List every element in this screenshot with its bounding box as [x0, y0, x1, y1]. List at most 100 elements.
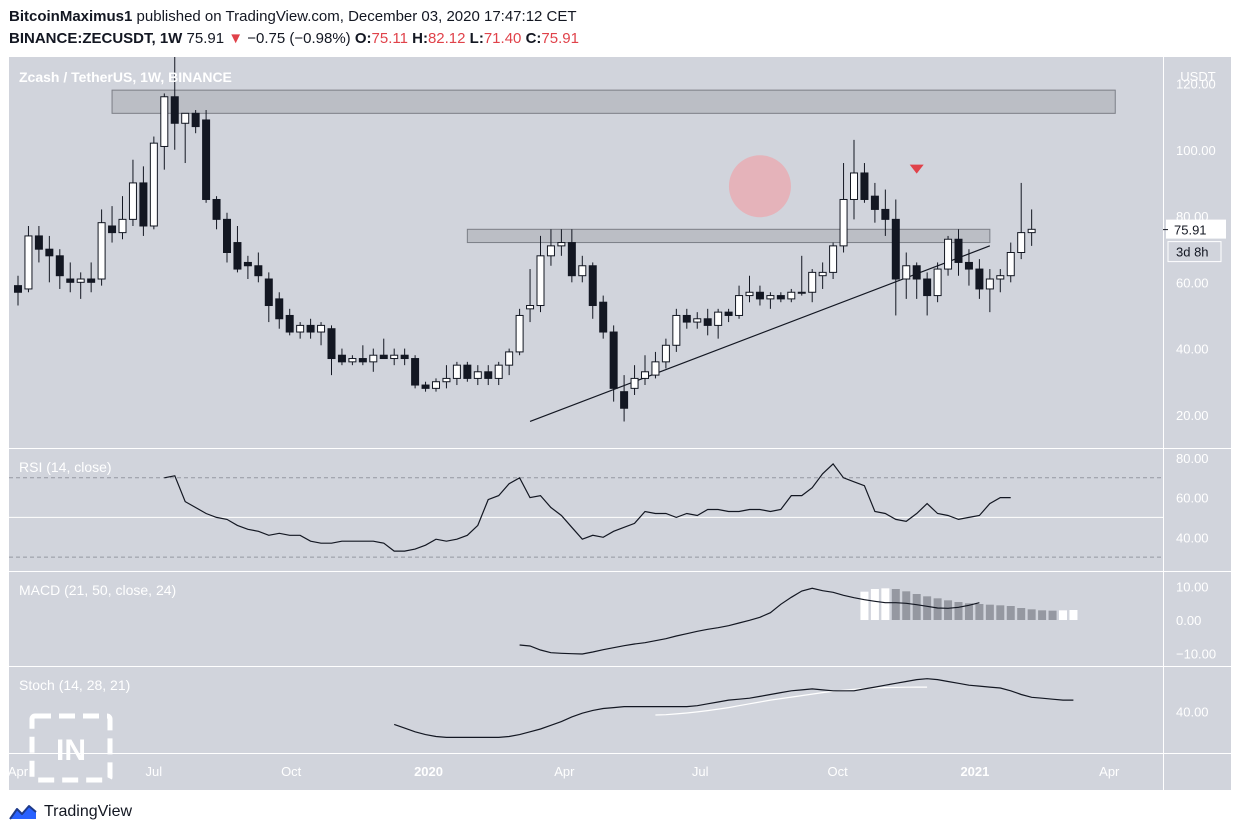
candle-body-up — [149, 142, 158, 227]
macd-histogram-bar — [912, 594, 921, 620]
candle-body-up — [641, 371, 649, 379]
candle — [944, 235, 953, 276]
macd-histogram-bar — [1038, 610, 1047, 620]
candle — [212, 196, 221, 230]
candle-body-up — [672, 314, 681, 346]
candle-body-down — [170, 96, 179, 124]
candle — [891, 199, 900, 316]
macd-histogram-bar — [996, 605, 1005, 620]
candle — [390, 348, 399, 366]
candle-body-up — [944, 238, 953, 270]
candle-body-up — [24, 235, 33, 290]
candle — [787, 288, 796, 303]
candle-body-up — [661, 344, 670, 363]
published-text: published on TradingView.com, December 0… — [136, 8, 577, 25]
candle — [954, 229, 963, 276]
candle — [254, 252, 263, 283]
candle-body-up — [97, 222, 106, 280]
time-axis-label: Jul — [692, 764, 709, 779]
candle-body-down — [421, 384, 430, 389]
candle — [223, 212, 231, 263]
open-value: 75.11 — [371, 30, 408, 47]
candle — [442, 365, 451, 389]
candle-body-up — [442, 377, 451, 383]
author-name[interactable]: BitcoinMaximus1 — [9, 8, 133, 25]
candle-body-down — [285, 314, 294, 333]
axes: 20.00 40.00 60.00 80.00 100.00 120.00 75.91 3d … — [8, 77, 1231, 779]
indicator-tick-label: 0.00 — [1176, 613, 1201, 628]
candle-body-down — [66, 278, 75, 283]
countdown-label: 3d 8h — [1176, 245, 1209, 260]
indicator-tick-label: 40.00 — [1176, 530, 1209, 545]
candle — [432, 378, 440, 392]
candle — [473, 365, 482, 386]
candle — [745, 275, 754, 303]
footer-brand: TradingView — [44, 803, 133, 820]
last-price-label: 75.91 — [1174, 223, 1207, 238]
candle — [682, 308, 691, 329]
macd-histogram-bar — [1059, 610, 1067, 620]
macd-histogram-bar — [923, 596, 932, 620]
candle-body-up — [348, 358, 357, 363]
price-chart[interactable]: RSI (14, close) 40.00 60.00 80.00 MACD (21, … — [0, 57, 1232, 790]
candle-body-up — [452, 364, 461, 379]
macd-histogram-bar — [985, 604, 994, 620]
candle — [348, 355, 357, 366]
candle-body-up — [818, 271, 827, 277]
candle — [202, 110, 211, 203]
candle — [599, 295, 608, 339]
indicator-title: MACD (21, 50, close, 24) — [19, 582, 176, 598]
price-tick-label: 60.00 — [1176, 275, 1209, 290]
candle — [160, 93, 169, 170]
time-axis-label: Oct — [827, 764, 848, 779]
candle — [755, 285, 764, 306]
macd-histogram-bar — [1048, 610, 1057, 620]
candle — [243, 255, 252, 280]
candle-body-down — [400, 354, 409, 360]
candle-body-down — [212, 198, 221, 220]
candle-body-down — [620, 391, 629, 409]
candle-body-up — [473, 371, 482, 379]
indicator-tick-label: 80.00 — [1176, 451, 1209, 466]
resistance-zone-2 — [466, 228, 991, 244]
down-arrow-marker — [909, 164, 924, 174]
candle — [923, 272, 932, 316]
candle-body-down — [724, 311, 733, 316]
candle-body-up — [76, 278, 85, 283]
candle-body-down — [870, 195, 879, 210]
candle-body-down — [609, 331, 618, 389]
candle-body-down — [223, 218, 231, 254]
candle — [933, 262, 942, 303]
indicator-tick-label: 40.00 — [1176, 704, 1209, 719]
candle-body-down — [358, 358, 367, 363]
high-label: H: — [412, 30, 428, 47]
tradingview-footer[interactable]: TradingView — [8, 800, 132, 824]
candle — [118, 196, 127, 240]
candle-body-up — [797, 291, 806, 294]
candle — [776, 292, 785, 303]
candle — [149, 136, 158, 230]
candle-body-down — [14, 285, 22, 293]
candle-body-down — [463, 364, 472, 379]
candle-body-down — [891, 218, 900, 280]
candle-body-down — [306, 324, 315, 333]
candle — [317, 322, 326, 346]
candle-body-down — [923, 278, 932, 297]
candle — [1006, 242, 1015, 283]
watermark-logo: IN — [29, 713, 113, 783]
candle — [797, 255, 806, 296]
candle — [275, 292, 284, 329]
candle-body-down — [912, 265, 921, 280]
candle-body-up — [630, 377, 639, 389]
macd-histogram-bar — [881, 588, 890, 620]
candle — [630, 365, 639, 395]
currency-label: USDT — [1180, 69, 1215, 84]
candle — [703, 308, 712, 336]
price-axis — [1163, 57, 1231, 790]
candle-body-down — [45, 248, 54, 257]
candle — [1017, 182, 1026, 260]
last-price: 75.91 — [186, 30, 225, 47]
candle — [588, 262, 597, 319]
macd-histogram-bar — [891, 589, 900, 620]
candle-body-down — [243, 261, 252, 267]
